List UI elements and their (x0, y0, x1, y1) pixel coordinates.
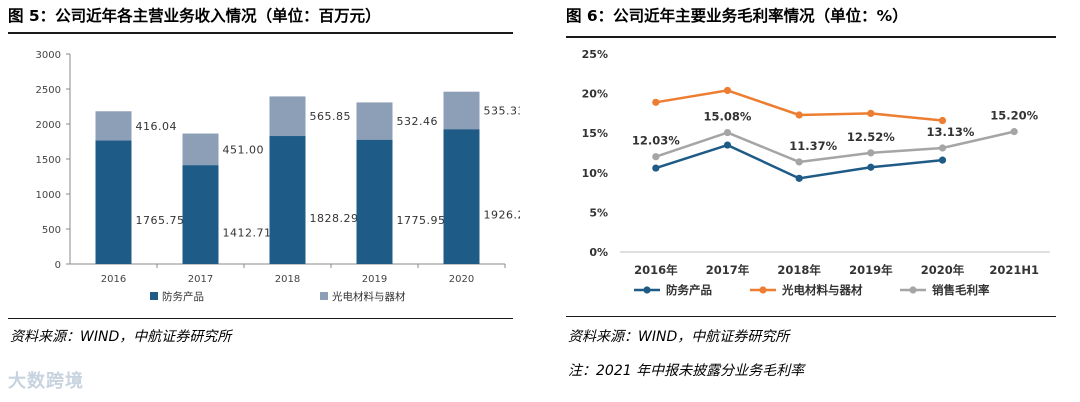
right-title-rule (566, 36, 1056, 38)
right-chart-title: 图 6：公司近年主要业务毛利率情况（单位：%） (566, 7, 908, 25)
y-tick-label: 1000 (36, 190, 61, 201)
legend-marker (759, 286, 767, 294)
y-tick-label: 3000 (36, 50, 61, 61)
right-note: 注：2021 年中报未披露分业务毛利率 (568, 363, 805, 379)
data-label: 12.03% (632, 134, 680, 148)
bar-segment-defense (95, 140, 132, 264)
left-chart-title: 图 5：公司近年各主营业务收入情况（单位：百万元） (8, 7, 381, 25)
x-tick-label: 2018 (275, 274, 300, 285)
y-tick-label: 5% (589, 206, 608, 219)
data-label: 416.04 (136, 120, 178, 133)
bar-segment-optoelectronic (269, 96, 306, 137)
legend-swatch (150, 292, 158, 300)
data-point (652, 164, 660, 172)
data-label: 535.33 (484, 104, 521, 117)
data-label: 1828.29 (310, 212, 359, 225)
x-tick-label: 2020年 (921, 263, 965, 277)
data-label: 15.20% (990, 109, 1038, 123)
right-line-chart: 0% 5% 10% 15% 20% 25% 2016年 2017年 2018年 2019年 2020… (582, 48, 1050, 297)
left-source: 资料来源：WIND，中航证券研究所 (10, 329, 232, 345)
left-title-rule (8, 32, 513, 34)
x-tick-label: 2016年 (634, 263, 678, 277)
watermark-logo: 大数跨境 (8, 371, 84, 392)
data-label: 13.13% (927, 125, 975, 139)
data-point (867, 149, 875, 157)
y-tick-label: 1500 (36, 155, 61, 166)
y-tick-label: 20% (582, 88, 608, 101)
data-point (938, 116, 947, 125)
y-tick-label: 0 (55, 260, 61, 271)
x-tick-label: 2021H1 (989, 263, 1039, 277)
bar-segment-defense (182, 165, 219, 264)
bar-segment-optoelectronic (356, 102, 393, 140)
data-label: 1926.26 (484, 209, 521, 222)
data-point (795, 174, 803, 182)
x-tick-label: 2018年 (777, 263, 821, 277)
data-label: 1775.95 (397, 214, 446, 227)
data-label: 532.46 (397, 115, 439, 128)
data-point (1010, 128, 1018, 136)
legend-label: 销售毛利率 (932, 283, 990, 297)
y-tick-label: 2000 (36, 120, 61, 131)
y-tick-label: 25% (582, 48, 608, 61)
bar-segment-defense (443, 129, 480, 264)
data-point (867, 109, 875, 117)
bar-segment-optoelectronic (95, 111, 132, 141)
x-tick-label: 2017年 (706, 263, 750, 277)
bar-segment-optoelectronic (182, 133, 219, 166)
legend-marker (909, 286, 917, 294)
legend-label: 光电材料与器材 (332, 290, 406, 303)
data-point (867, 163, 875, 171)
data-label: 11.37% (789, 139, 837, 153)
x-tick-label: 2017 (188, 274, 213, 285)
data-point (723, 141, 732, 149)
right-source: 资料来源：WIND，中航证券研究所 (568, 329, 790, 345)
legend-swatch (320, 292, 328, 300)
data-point (652, 98, 660, 106)
data-label: 1765.75 (136, 214, 185, 227)
data-label: 15.08% (704, 110, 752, 124)
data-label: 1412.71 (223, 227, 272, 240)
data-label: 12.52% (847, 130, 895, 144)
bar-segment-defense (356, 139, 393, 264)
series-line-2 (655, 130, 1015, 164)
left-bar-chart: 0 500 1000 1500 2000 2500 3000 1765.75 416.04 201… (36, 50, 521, 303)
y-tick-label: 15% (582, 127, 608, 140)
legend-marker (643, 286, 651, 294)
data-point (723, 128, 732, 137)
y-tick-label: 500 (42, 225, 61, 236)
bar-segment-optoelectronic (443, 91, 480, 130)
x-tick-label: 2019 (362, 274, 387, 285)
left-bottom-rule (8, 318, 513, 319)
y-tick-label: 2500 (36, 85, 61, 96)
data-label: 451.00 (223, 143, 265, 156)
y-tick-label: 0% (589, 246, 608, 259)
data-point (795, 158, 803, 166)
data-point (938, 144, 947, 152)
data-point (652, 153, 660, 161)
data-point (723, 86, 732, 95)
legend-label: 光电材料与器材 (781, 283, 863, 297)
data-label: 565.85 (310, 110, 352, 123)
x-tick-label: 2020 (449, 274, 474, 285)
bar-segment-defense (269, 136, 306, 264)
legend-label: 防务产品 (162, 290, 204, 303)
x-tick-label: 2019年 (849, 263, 893, 277)
y-tick-label: 10% (582, 167, 608, 180)
legend-label: 防务产品 (666, 283, 712, 297)
x-tick-label: 2016 (101, 274, 126, 285)
data-point (795, 111, 803, 119)
right-bottom-rule (566, 316, 1056, 317)
data-point (938, 156, 947, 164)
